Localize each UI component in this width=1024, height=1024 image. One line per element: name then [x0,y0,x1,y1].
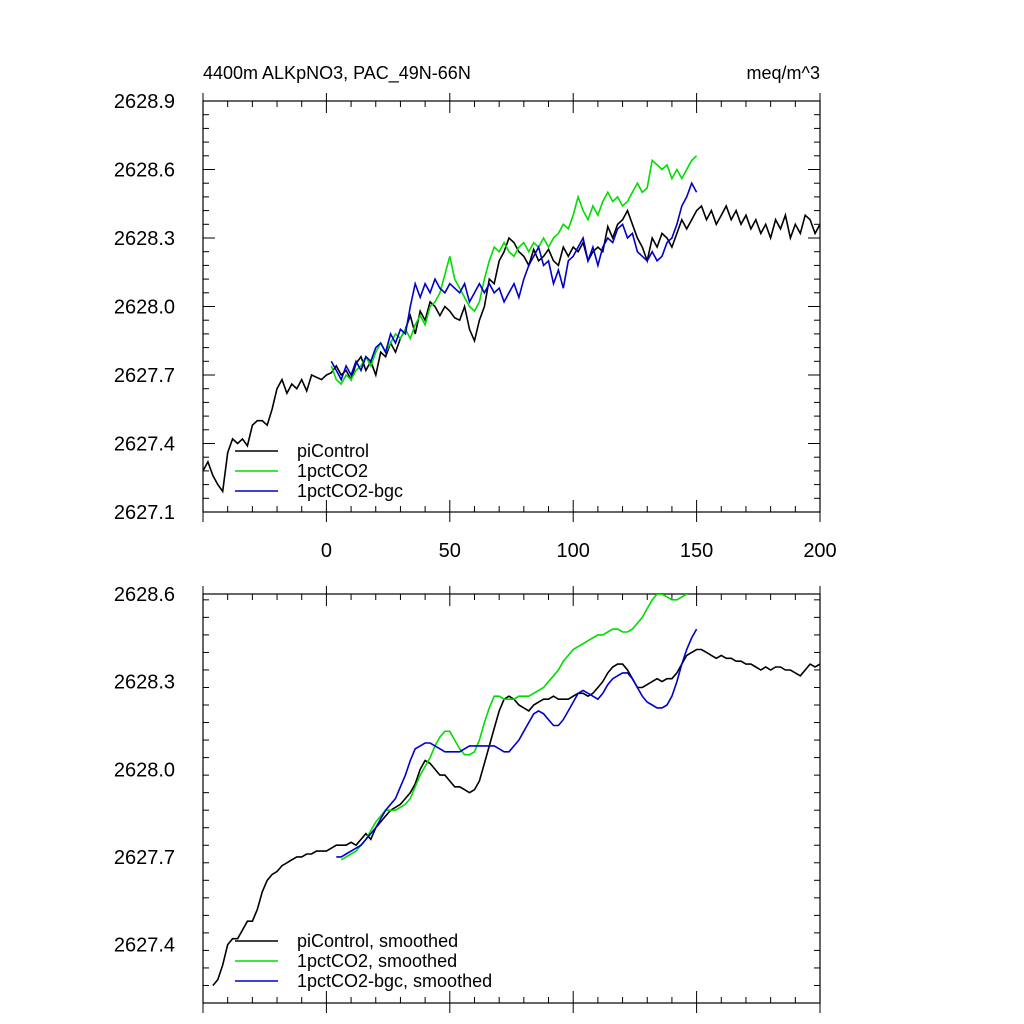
legend-entry: 1pctCO2-bgc [297,481,403,501]
y-tick-label: 2628.0 [114,297,175,319]
y-tick-label: 2628.6 [114,160,175,182]
y-tick-label: 2628.9 [114,91,175,113]
legend-entry: 1pctCO2 [297,461,368,481]
legend-entry: piControl, smoothed [297,931,458,951]
y-tick-label: 2627.4 [114,434,175,456]
x-tick-label: 150 [680,540,713,562]
y-tick-label: 2628.3 [114,672,175,694]
plot-frame [202,593,821,1004]
units-label: meq/m^3 [747,63,820,83]
y-tick-label: 2628.0 [114,759,175,781]
series-line-0 [212,648,820,987]
legend-entry: piControl [297,441,369,461]
legend-entry: 1pctCO2-bgc, smoothed [297,971,492,991]
bottom-panel: 2627.4 2627.7 2628.0 2628.3 2628.6 piControl,… [114,584,821,1013]
x-tick-label: 0 [321,540,332,562]
y-tick-label: 2627.7 [114,847,175,869]
y-tick-label: 2627.7 [114,365,175,387]
chart-title: 4400m ALKpNO3, PAC_49N-66N [203,63,471,84]
top-panel: 2627.1 2627.4 2627.7 2628.0 2628.3 2628.6 2628… [114,63,837,562]
y-tick-label: 2628.6 [114,584,175,606]
legend-entry: 1pctCO2, smoothed [297,951,457,971]
series-line-2 [336,628,698,858]
x-tick-label: 50 [439,540,461,562]
y-tick-label: 2628.3 [114,228,175,250]
plot-frame [202,100,821,513]
x-tick-label: 200 [803,540,836,562]
series-line-1 [330,155,698,386]
x-tick-label: 100 [557,540,590,562]
y-tick-label: 2627.4 [114,935,175,957]
series-line-0 [203,204,820,494]
series-line-1 [340,594,688,861]
series-line-2 [330,181,698,382]
y-tick-label: 2627.1 [114,502,175,524]
